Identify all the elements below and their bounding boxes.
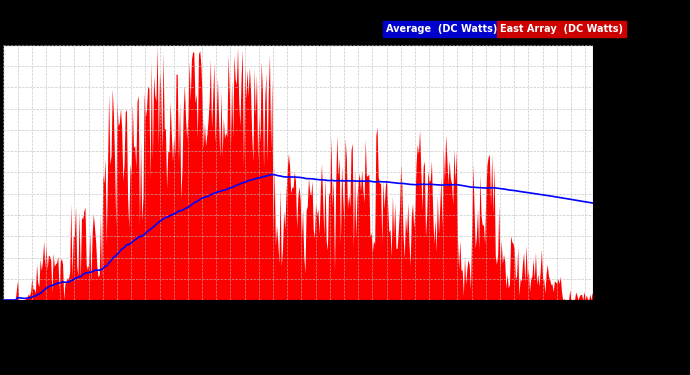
Text: Copyright 2015 Cartronics.com: Copyright 2015 Cartronics.com — [6, 26, 147, 35]
Text: Average  (DC Watts): Average (DC Watts) — [386, 24, 497, 34]
Text: East Array Actual & Running Average Power Tue Nov 17 15:35: East Array Actual & Running Average Powe… — [53, 17, 540, 31]
Text: East Array  (DC Watts): East Array (DC Watts) — [500, 24, 623, 34]
